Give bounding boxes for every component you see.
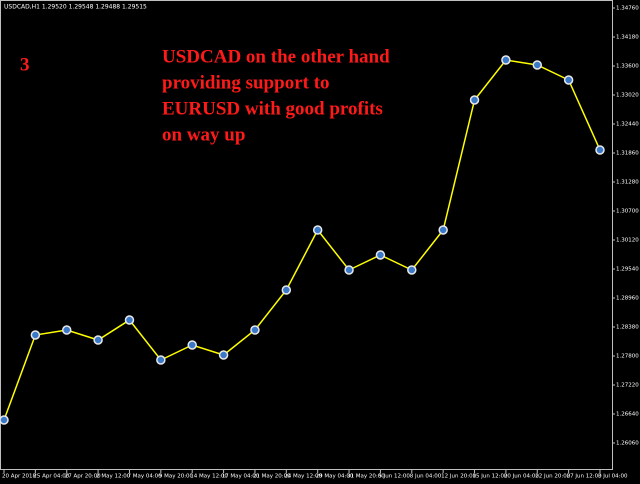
chart-title: USDCAD,H1 1.29520 1.29548 1.29488 1.2951…: [4, 4, 147, 11]
x-tick-label: 25 Apr 04:00: [33, 474, 69, 480]
x-tick-label: 21 May 20:00: [253, 474, 291, 480]
x-tick-label: 8 Jun 04:00: [410, 474, 442, 480]
x-tick-label: 27 Apr 20:00: [65, 474, 101, 480]
trade-marker: [0, 415, 9, 425]
y-tick-label: 1.34760: [616, 6, 639, 12]
x-tick-label: 2 May 12:00: [96, 474, 131, 480]
x-tick-label: 17 May 04:00: [222, 474, 260, 480]
x-tick-label: 12 Jun 20:00: [441, 474, 476, 480]
annotation: on way up: [162, 124, 245, 145]
x-tick-label: 22 Jun 20:00: [535, 474, 570, 480]
y-tick-label: 1.34180: [616, 35, 639, 41]
trade-marker: [532, 60, 543, 70]
x-tick-label: 14 May 12:00: [190, 474, 228, 480]
trade-marker: [124, 315, 135, 325]
y-tick-label: 1.31280: [616, 180, 639, 186]
trade-marker: [281, 285, 292, 295]
x-tick-label: 9 May 20:00: [159, 474, 194, 480]
x-tick-label: 3 Jul 04:00: [598, 474, 628, 480]
y-tick-label: 1.31860: [616, 151, 639, 157]
x-tick-label: 27 Jun 12:00: [567, 474, 602, 480]
x-tick-label: 15 Jun 12:00: [473, 474, 508, 480]
x-tick-label: 31 May 20:00: [347, 474, 385, 480]
y-tick-label: 1.28960: [616, 296, 639, 302]
annotation: 3: [20, 54, 30, 75]
x-tick-label: 24 May 12:00: [284, 474, 322, 480]
trade-marker: [375, 250, 386, 260]
trade-marker: [407, 265, 417, 275]
y-tick-label: 1.27800: [616, 354, 639, 360]
y-tick-label: 1.27220: [616, 383, 639, 389]
x-tick-label: 20 Jun 04:00: [504, 474, 539, 480]
trade-marker: [187, 340, 197, 350]
trade-marker: [438, 225, 448, 235]
y-tick-label: 1.26640: [616, 412, 639, 418]
plot-frame: [0, 0, 613, 470]
trade-marker: [250, 325, 260, 335]
price-line: [3, 59, 601, 421]
trade-marker: [312, 225, 323, 235]
annotation: providing support to: [162, 72, 330, 93]
trade-marker: [469, 95, 480, 105]
x-tick-label: 29 May 04:00: [316, 474, 354, 480]
y-tick-label: 1.29540: [616, 267, 639, 273]
y-tick-label: 1.33020: [616, 93, 639, 99]
trade-marker: [563, 75, 574, 85]
trade-marker: [344, 265, 354, 275]
y-tick-label: 1.32440: [616, 122, 639, 128]
y-tick-label: 1.30700: [616, 209, 639, 215]
trade-marker: [501, 55, 511, 65]
trade-marker: [156, 355, 166, 365]
x-tick-label: 20 Apr 2018: [2, 474, 37, 480]
annotation: EURUSD with good profits: [162, 98, 383, 119]
annotation: USDCAD on the other hand: [162, 46, 390, 67]
x-tick-label: 5 Jun 12:00: [378, 474, 410, 480]
trade-marker: [30, 330, 41, 340]
x-tick-label: 7 May 04:00: [127, 474, 162, 480]
y-tick-label: 1.26060: [616, 441, 639, 447]
y-tick-label: 1.33600: [616, 64, 639, 70]
y-tick-label: 1.28380: [616, 325, 639, 331]
trade-marker: [93, 335, 103, 345]
trade-marker: [595, 145, 605, 155]
trade-marker: [61, 325, 72, 335]
y-tick-label: 1.30120: [616, 238, 639, 244]
trade-marker: [218, 350, 229, 360]
